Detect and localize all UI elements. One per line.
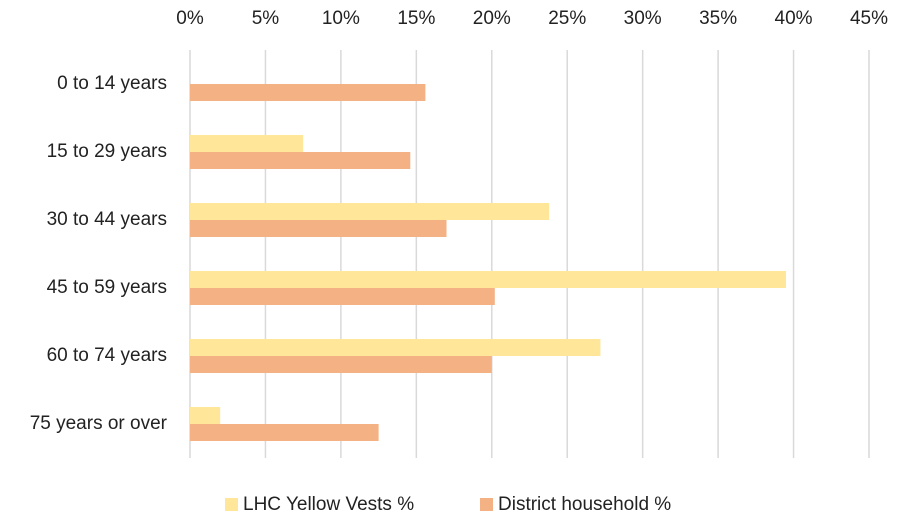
bar	[190, 288, 495, 305]
y-tick-label: 45 to 59 years	[47, 277, 167, 298]
bar	[190, 271, 787, 288]
bar	[190, 135, 304, 152]
bar	[190, 84, 426, 101]
bar	[190, 356, 492, 373]
legend-label: District household %	[498, 494, 671, 515]
x-tick-label: 25%	[548, 8, 586, 29]
y-tick-label: 75 years or over	[30, 413, 168, 434]
y-tick-label: 30 to 44 years	[47, 209, 167, 230]
x-tick-label: 10%	[322, 8, 360, 29]
x-tick-label: 5%	[252, 8, 280, 29]
legend-swatch	[225, 498, 238, 511]
bar	[190, 220, 447, 237]
legend-swatch	[480, 498, 493, 511]
bar	[190, 407, 221, 424]
x-tick-label: 15%	[397, 8, 435, 29]
bar	[190, 339, 601, 356]
x-tick-label: 45%	[850, 8, 888, 29]
y-tick-label: 60 to 74 years	[47, 345, 167, 366]
x-tick-label: 20%	[473, 8, 511, 29]
x-tick-label: 40%	[775, 8, 813, 29]
x-tick-label: 0%	[176, 8, 204, 29]
bar	[190, 152, 411, 169]
y-tick-label: 15 to 29 years	[47, 141, 167, 162]
x-tick-label: 35%	[699, 8, 737, 29]
legend-label: LHC Yellow Vests %	[243, 494, 414, 515]
x-tick-label: 30%	[624, 8, 662, 29]
bar	[190, 203, 550, 220]
bar	[190, 424, 379, 441]
y-tick-label: 0 to 14 years	[57, 73, 167, 94]
